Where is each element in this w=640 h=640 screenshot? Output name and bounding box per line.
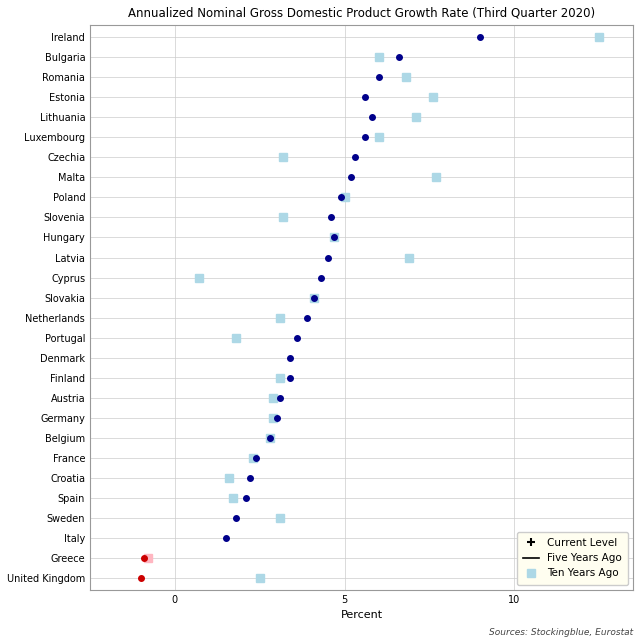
X-axis label: Percent: Percent [340,611,383,620]
Legend: Current Level, Five Years Ago, Ten Years Ago: Current Level, Five Years Ago, Ten Years… [516,532,628,584]
Title: Annualized Nominal Gross Domestic Product Growth Rate (Third Quarter 2020): Annualized Nominal Gross Domestic Produc… [128,7,595,20]
Text: Sources: Stockingblue, Eurostat: Sources: Stockingblue, Eurostat [490,628,634,637]
